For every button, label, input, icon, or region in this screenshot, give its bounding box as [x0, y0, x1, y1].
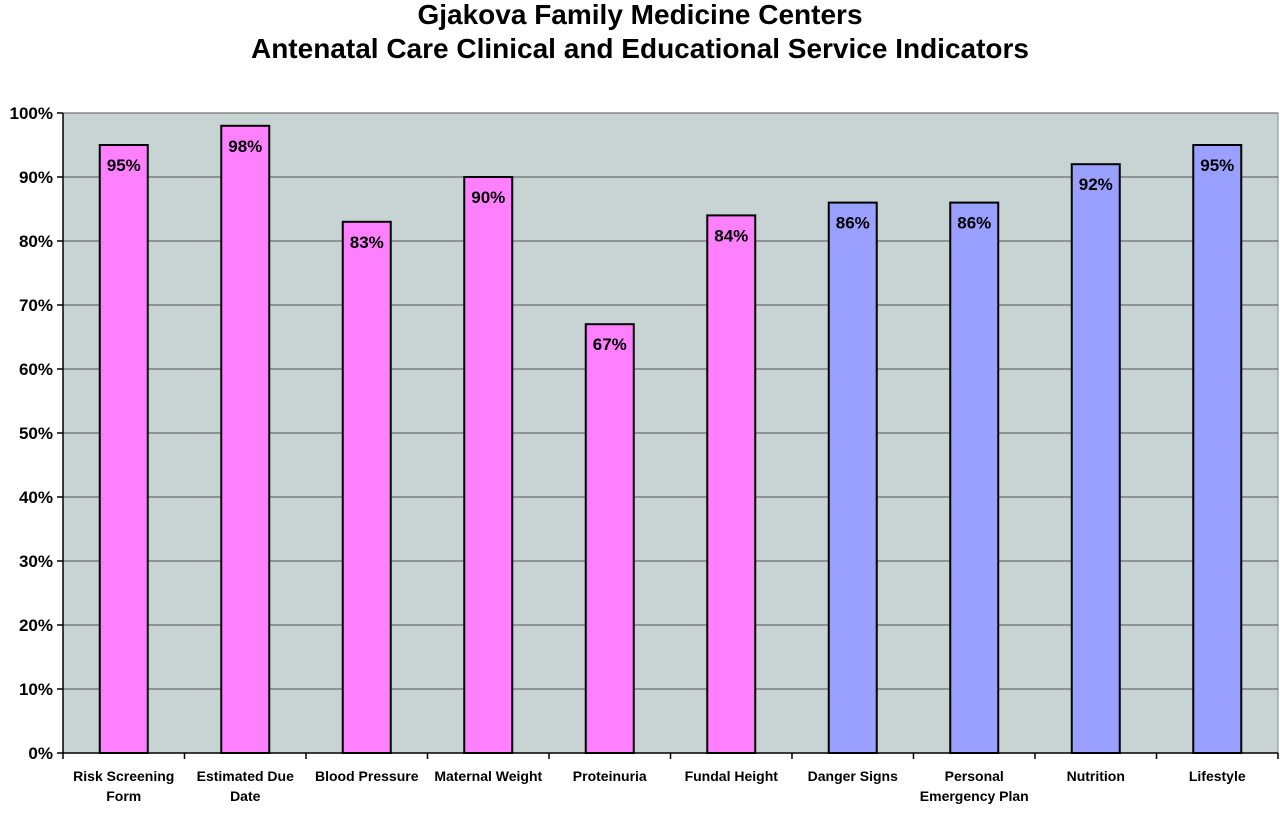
x-category-label: Fundal Height	[685, 768, 779, 784]
chart-title: Gjakova Family Medicine Centers Antenatal…	[251, 0, 1029, 64]
bar	[949, 201, 1000, 755]
bars	[98, 124, 1243, 755]
bar	[706, 214, 757, 754]
x-category-label: Risk Screening Form	[73, 768, 174, 804]
x-category-label: Personal Emergency Plan	[920, 768, 1029, 804]
bar-value-label: 98%	[228, 137, 262, 156]
bar	[220, 124, 271, 755]
bar-value-label: 86%	[836, 214, 870, 233]
x-axis: Risk Screening Form Estimated Due Date Blood…	[62, 752, 1279, 804]
value-labels: 95% 98% 83% 90% 67% 84% 86% 86% 92% 95%	[107, 137, 1235, 354]
y-tick-label: 20%	[19, 616, 53, 635]
x-category-label: Blood Pressure	[315, 768, 419, 784]
x-category-label: Estimated Due Date	[197, 768, 294, 804]
bar-value-label: 67%	[593, 335, 627, 354]
bar	[341, 220, 392, 755]
bar	[98, 144, 149, 754]
y-axis: 0% 10% 20% 30% 40% 50% 60% 70% 80% 90% 100%	[10, 104, 64, 763]
y-tick-label: 10%	[19, 680, 53, 699]
y-tick-label: 50%	[19, 424, 53, 443]
bar-value-label: 83%	[350, 233, 384, 252]
y-tick-label: 40%	[19, 488, 53, 507]
bar	[463, 176, 514, 754]
chart-title-line: Gjakova Family Medicine Centers	[417, 0, 862, 30]
y-tick-label: 80%	[19, 232, 53, 251]
x-category-label: Danger Signs	[808, 768, 898, 784]
bar-value-label: 92%	[1079, 175, 1113, 194]
x-category-label: Lifestyle	[1189, 768, 1246, 784]
x-category-label: Maternal Weight	[434, 768, 542, 784]
bar	[1192, 144, 1243, 754]
bar	[584, 323, 635, 754]
bar-value-label: 84%	[714, 226, 748, 245]
bar-value-label: 90%	[471, 188, 505, 207]
bar-value-label: 86%	[957, 214, 991, 233]
bar	[827, 201, 878, 755]
y-tick-label: 0%	[28, 744, 53, 763]
y-tick-label: 30%	[19, 552, 53, 571]
bar-value-label: 95%	[107, 156, 141, 175]
y-tick-label: 70%	[19, 296, 53, 315]
x-category-label: Nutrition	[1067, 768, 1125, 784]
x-category-label: Proteinuria	[573, 768, 647, 784]
chart-title-line: Antenatal Care Clinical and Educational …	[251, 33, 1029, 64]
bar	[1070, 163, 1121, 754]
y-tick-label: 90%	[19, 168, 53, 187]
bar-value-label: 95%	[1200, 156, 1234, 175]
y-tick-label: 100%	[10, 104, 53, 123]
y-tick-label: 60%	[19, 360, 53, 379]
